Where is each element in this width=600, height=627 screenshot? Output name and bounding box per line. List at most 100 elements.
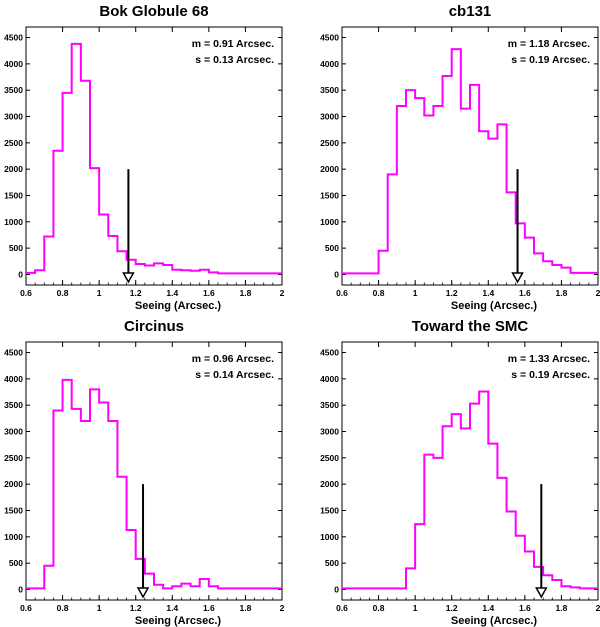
x-tick-label: 1.4	[166, 603, 178, 613]
x-tick-label: 0.8	[57, 288, 69, 298]
y-tick-label: 0	[334, 584, 339, 594]
y-tick-label: 3500	[320, 400, 339, 410]
x-tick-label: 1.6	[203, 603, 215, 613]
y-tick-label: 4000	[320, 374, 339, 384]
x-tick-label: 1.2	[446, 288, 458, 298]
y-tick-label: 3500	[4, 400, 23, 410]
x-tick-label: 2	[280, 603, 285, 613]
y-tick-label: 4500	[320, 33, 339, 43]
x-tick-label: 1.8	[556, 603, 568, 613]
x-tick-label: 1.8	[556, 288, 568, 298]
y-tick-label: 4500	[320, 348, 339, 358]
y-tick-label: 3000	[4, 427, 23, 437]
x-tick-label: 0.6	[20, 603, 32, 613]
y-tick-label: 2000	[320, 479, 339, 489]
y-tick-label: 2000	[4, 164, 23, 174]
y-tick-label: 0	[334, 269, 339, 279]
y-tick-label: 4500	[4, 33, 23, 43]
panel-title: Circinus	[124, 318, 184, 335]
y-tick-label: 3500	[4, 85, 23, 95]
x-tick-label: 0.6	[336, 288, 348, 298]
x-tick-label: 1.4	[482, 288, 494, 298]
histogram-series-line	[26, 378, 282, 590]
x-tick-label: 1.2	[130, 603, 142, 613]
stat-sigma: s = 0.19 Arcsec.	[511, 54, 590, 66]
panel-title: Toward the SMC	[412, 318, 529, 335]
y-tick-label: 1500	[4, 190, 23, 200]
x-tick-label: 0.8	[57, 603, 69, 613]
y-tick-label: 2500	[4, 138, 23, 148]
y-tick-label: 4000	[320, 59, 339, 69]
stat-mean: m = 1.18 Arcsec.	[508, 38, 590, 50]
stat-mean: m = 1.33 Arcsec.	[508, 353, 590, 365]
x-tick-label: 1.6	[519, 603, 531, 613]
y-tick-label: 2500	[320, 138, 339, 148]
x-tick-label: 1.4	[482, 603, 494, 613]
x-tick-label: 1.6	[203, 288, 215, 298]
y-tick-label: 0	[18, 269, 23, 279]
panel-title: Bok Globule 68	[99, 3, 208, 20]
x-tick-label: 0.8	[373, 288, 385, 298]
x-tick-label: 1.6	[519, 288, 531, 298]
histogram-series-line	[26, 42, 282, 275]
marker-arrow-head	[122, 272, 135, 284]
histogram-series-line	[342, 48, 598, 275]
marker-arrow-head	[535, 587, 548, 599]
stat-sigma: s = 0.19 Arcsec.	[511, 369, 590, 381]
x-tick-label: 2	[596, 288, 600, 298]
x-tick-label: 1	[97, 603, 102, 613]
marker-arrow-head	[136, 587, 150, 599]
x-tick-label: 0.8	[373, 603, 385, 613]
x-tick-label: 2	[280, 288, 285, 298]
x-tick-label: 0.6	[20, 288, 32, 298]
x-tick-label: 1.8	[240, 288, 252, 298]
y-tick-label: 1000	[4, 532, 23, 542]
y-tick-label: 3000	[320, 112, 339, 122]
marker-arrow-head	[511, 272, 524, 284]
stat-mean: m = 0.91 Arcsec.	[192, 38, 274, 50]
y-tick-label: 2000	[320, 164, 339, 174]
y-tick-label: 4000	[4, 374, 23, 384]
x-tick-label: 2	[596, 603, 600, 613]
histogram-panel-2: cb131 0 500 1000 1500 2000 2500 3000 3500 4000 450…	[320, 3, 600, 312]
histogram-series-line	[342, 390, 598, 590]
y-tick-label: 500	[325, 243, 339, 253]
stat-sigma: s = 0.14 Arcsec.	[195, 369, 274, 381]
x-axis-label: Seeing (Arcsec.)	[451, 300, 538, 312]
x-tick-label: 1.8	[240, 603, 252, 613]
histogram-panel-4: Toward the SMC 0 500 1000 1500 2000 2500 3000 35…	[320, 318, 600, 627]
y-tick-label: 500	[325, 558, 339, 568]
y-tick-label: 4000	[4, 59, 23, 69]
stat-sigma: s = 0.13 Arcsec.	[195, 54, 274, 66]
y-tick-label: 2500	[320, 453, 339, 463]
y-tick-label: 500	[9, 243, 23, 253]
histogram-panel-1: Bok Globule 68 0 500 1000 1500 2000 2500 3000 35…	[4, 3, 285, 312]
x-tick-label: 1	[413, 603, 418, 613]
x-tick-label: 1	[413, 288, 418, 298]
x-tick-label: 1.4	[166, 288, 178, 298]
y-tick-label: 2000	[4, 479, 23, 489]
y-tick-label: 0	[18, 584, 23, 594]
x-tick-label: 0.6	[336, 603, 348, 613]
x-axis-label: Seeing (Arcsec.)	[451, 615, 538, 627]
x-tick-label: 1.2	[446, 603, 458, 613]
panel-title: cb131	[449, 3, 492, 20]
y-tick-label: 1500	[320, 190, 339, 200]
y-tick-label: 500	[9, 558, 23, 568]
y-tick-label: 3000	[320, 427, 339, 437]
y-tick-label: 1500	[4, 505, 23, 515]
stat-mean: m = 0.96 Arcsec.	[192, 353, 274, 365]
y-tick-label: 3500	[320, 85, 339, 95]
x-tick-label: 1	[97, 288, 102, 298]
y-tick-label: 2500	[4, 453, 23, 463]
y-tick-label: 1500	[320, 505, 339, 515]
y-tick-label: 3000	[4, 112, 23, 122]
y-tick-label: 1000	[320, 532, 339, 542]
x-tick-label: 1.2	[130, 288, 142, 298]
y-tick-label: 4500	[4, 348, 23, 358]
x-axis-label: Seeing (Arcsec.)	[135, 615, 222, 627]
x-axis-label: Seeing (Arcsec.)	[135, 300, 222, 312]
histogram-panel-3: Circinus 0 500 1000 1500 2000 2500 3000 3500 4000…	[4, 318, 285, 627]
